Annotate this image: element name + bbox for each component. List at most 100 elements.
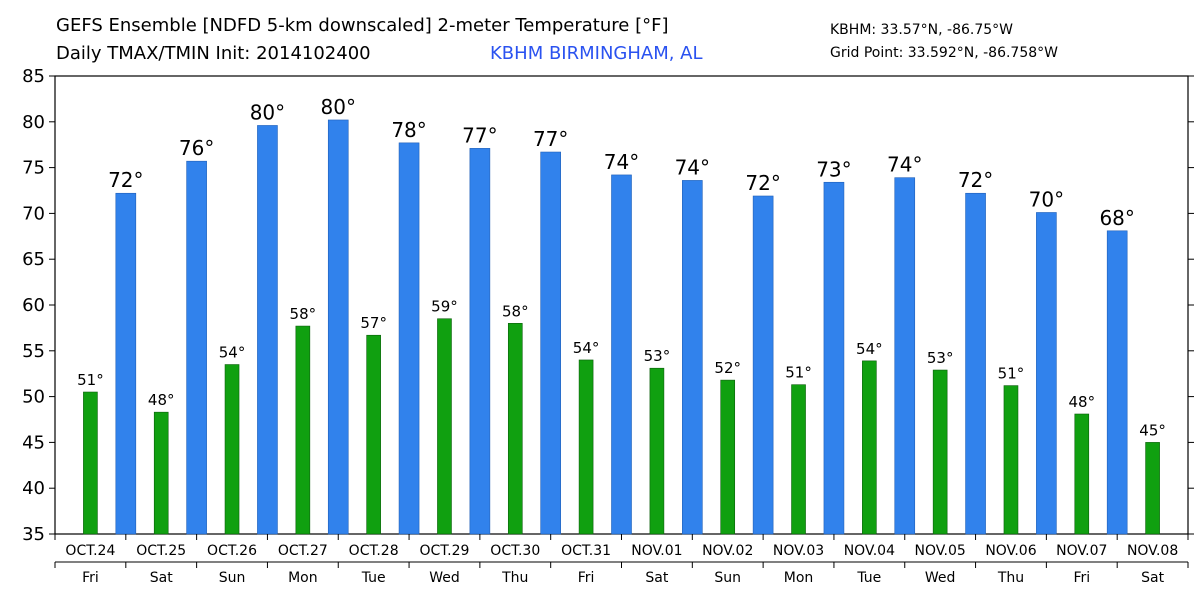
tmin-label: 52° [714,359,741,377]
tmax-bar [115,192,137,535]
tmax-bar [894,177,916,535]
tmin-label: 51° [998,365,1025,383]
y-tick-label: 65 [22,249,45,270]
tmin-bar [791,384,806,535]
tmin-label: 48° [1068,393,1095,411]
y-tick-label: 80 [22,112,45,133]
y-tick-label: 35 [22,524,45,545]
tmax-label: 68° [1099,206,1134,230]
x-weekday-label: Thu [997,570,1024,586]
y-tick-label: 70 [22,203,45,224]
tmax-bar [540,151,561,535]
tmax-label: 77° [462,123,497,147]
x-date-label: OCT.28 [349,543,399,559]
tmax-bar [823,181,845,535]
location-label: KBHM BIRMINGHAM, AL [490,43,703,64]
x-weekday-label: Sun [714,570,741,586]
tmax-bar [469,148,491,535]
x-date-label: OCT.24 [65,543,115,559]
tmax-label: 73° [816,157,851,181]
x-weekday-label: Mon [784,570,814,586]
tmax-bar [682,180,703,535]
tmax-label: 72° [745,171,780,195]
x-weekday-label: Wed [925,570,956,586]
x-date-label: OCT.27 [278,543,328,559]
tmax-label: 74° [675,155,710,179]
x-weekday-label: Mon [288,570,318,586]
x-date-label: OCT.30 [490,543,540,559]
tmax-label: 80° [321,95,356,119]
x-weekday-label: Fri [1073,570,1090,586]
tmin-bar [295,325,311,535]
tmax-bar [965,192,986,535]
chart-title: GEFS Ensemble [NDFD 5-km downscaled] 2-m… [56,15,669,36]
tmin-bar [83,391,98,535]
tmin-label: 54° [219,344,246,362]
tmax-label: 72° [108,168,143,192]
tmax-bar [186,160,207,535]
tmax-bar [398,142,420,535]
x-date-label: NOV.03 [773,543,824,559]
tmin-bar [153,411,169,535]
tmax-label: 78° [391,118,426,142]
x-weekday-label: Sat [150,570,173,586]
x-date-label: OCT.25 [136,543,186,559]
tmin-label: 53° [644,347,671,365]
tmin-bar [437,318,452,535]
x-date-label: NOV.01 [631,543,682,559]
x-weekday-label: Tue [856,570,881,586]
tmin-bar [366,334,381,535]
x-weekday-label: Fri [578,570,595,586]
tmin-label: 58° [290,305,317,323]
tmax-label: 74° [887,153,922,177]
y-tick-label: 60 [22,295,45,316]
tmin-label: 51° [785,364,812,382]
x-weekday-label: Sat [1141,570,1164,586]
x-weekday-label: Sun [219,570,246,586]
tmax-label: 77° [533,127,568,151]
y-tick-label: 40 [22,478,45,499]
tmin-label: 51° [77,371,104,389]
tmin-label: 54° [856,340,883,358]
x-weekday-label: Fri [82,570,99,586]
tmin-label: 58° [502,302,529,320]
x-weekday-label: Thu [501,570,528,586]
tmin-label: 53° [927,349,954,367]
x-date-label: OCT.26 [207,543,257,559]
tmax-label: 72° [958,168,993,192]
tmin-label: 45° [1139,421,1166,439]
x-weekday-label: Tue [361,570,386,586]
tmin-bar [1145,442,1160,535]
tmax-bar [257,125,278,535]
tmin-bar [932,369,948,535]
tmin-bar [578,359,594,535]
tmax-bar [1106,230,1128,535]
y-tick-label: 75 [22,158,45,179]
y-tick-label: 45 [22,432,45,453]
tmin-bar [649,367,665,535]
tmin-label: 48° [148,391,175,409]
x-date-label: NOV.04 [844,543,895,559]
tmin-bar [862,360,877,535]
x-weekday-label: Wed [429,570,460,586]
tmin-bar [507,323,523,535]
x-date-label: NOV.02 [702,543,753,559]
chart-subtitle: Daily TMAX/TMIN Init: 2014102400 [56,43,371,64]
tmin-label: 57° [360,314,387,332]
tmax-bar [752,195,774,535]
x-weekday-label: Sat [645,570,668,586]
x-date-label: NOV.07 [1056,543,1107,559]
tmax-label: 80° [250,100,285,124]
grid-point-coordinates: Grid Point: 33.592°N, -86.758°W [830,45,1058,61]
x-date-label: OCT.31 [561,543,611,559]
tmin-bar [720,379,736,535]
x-date-label: NOV.05 [915,543,966,559]
station-coordinates: KBHM: 33.57°N, -86.75°W [830,22,1013,38]
tmax-bar [611,174,632,535]
tmin-bar [224,364,240,535]
x-date-label: NOV.08 [1127,543,1178,559]
tmax-bar [1036,212,1057,535]
tmin-label: 54° [573,339,600,357]
tmax-label: 74° [604,150,639,174]
y-tick-label: 55 [22,341,45,362]
